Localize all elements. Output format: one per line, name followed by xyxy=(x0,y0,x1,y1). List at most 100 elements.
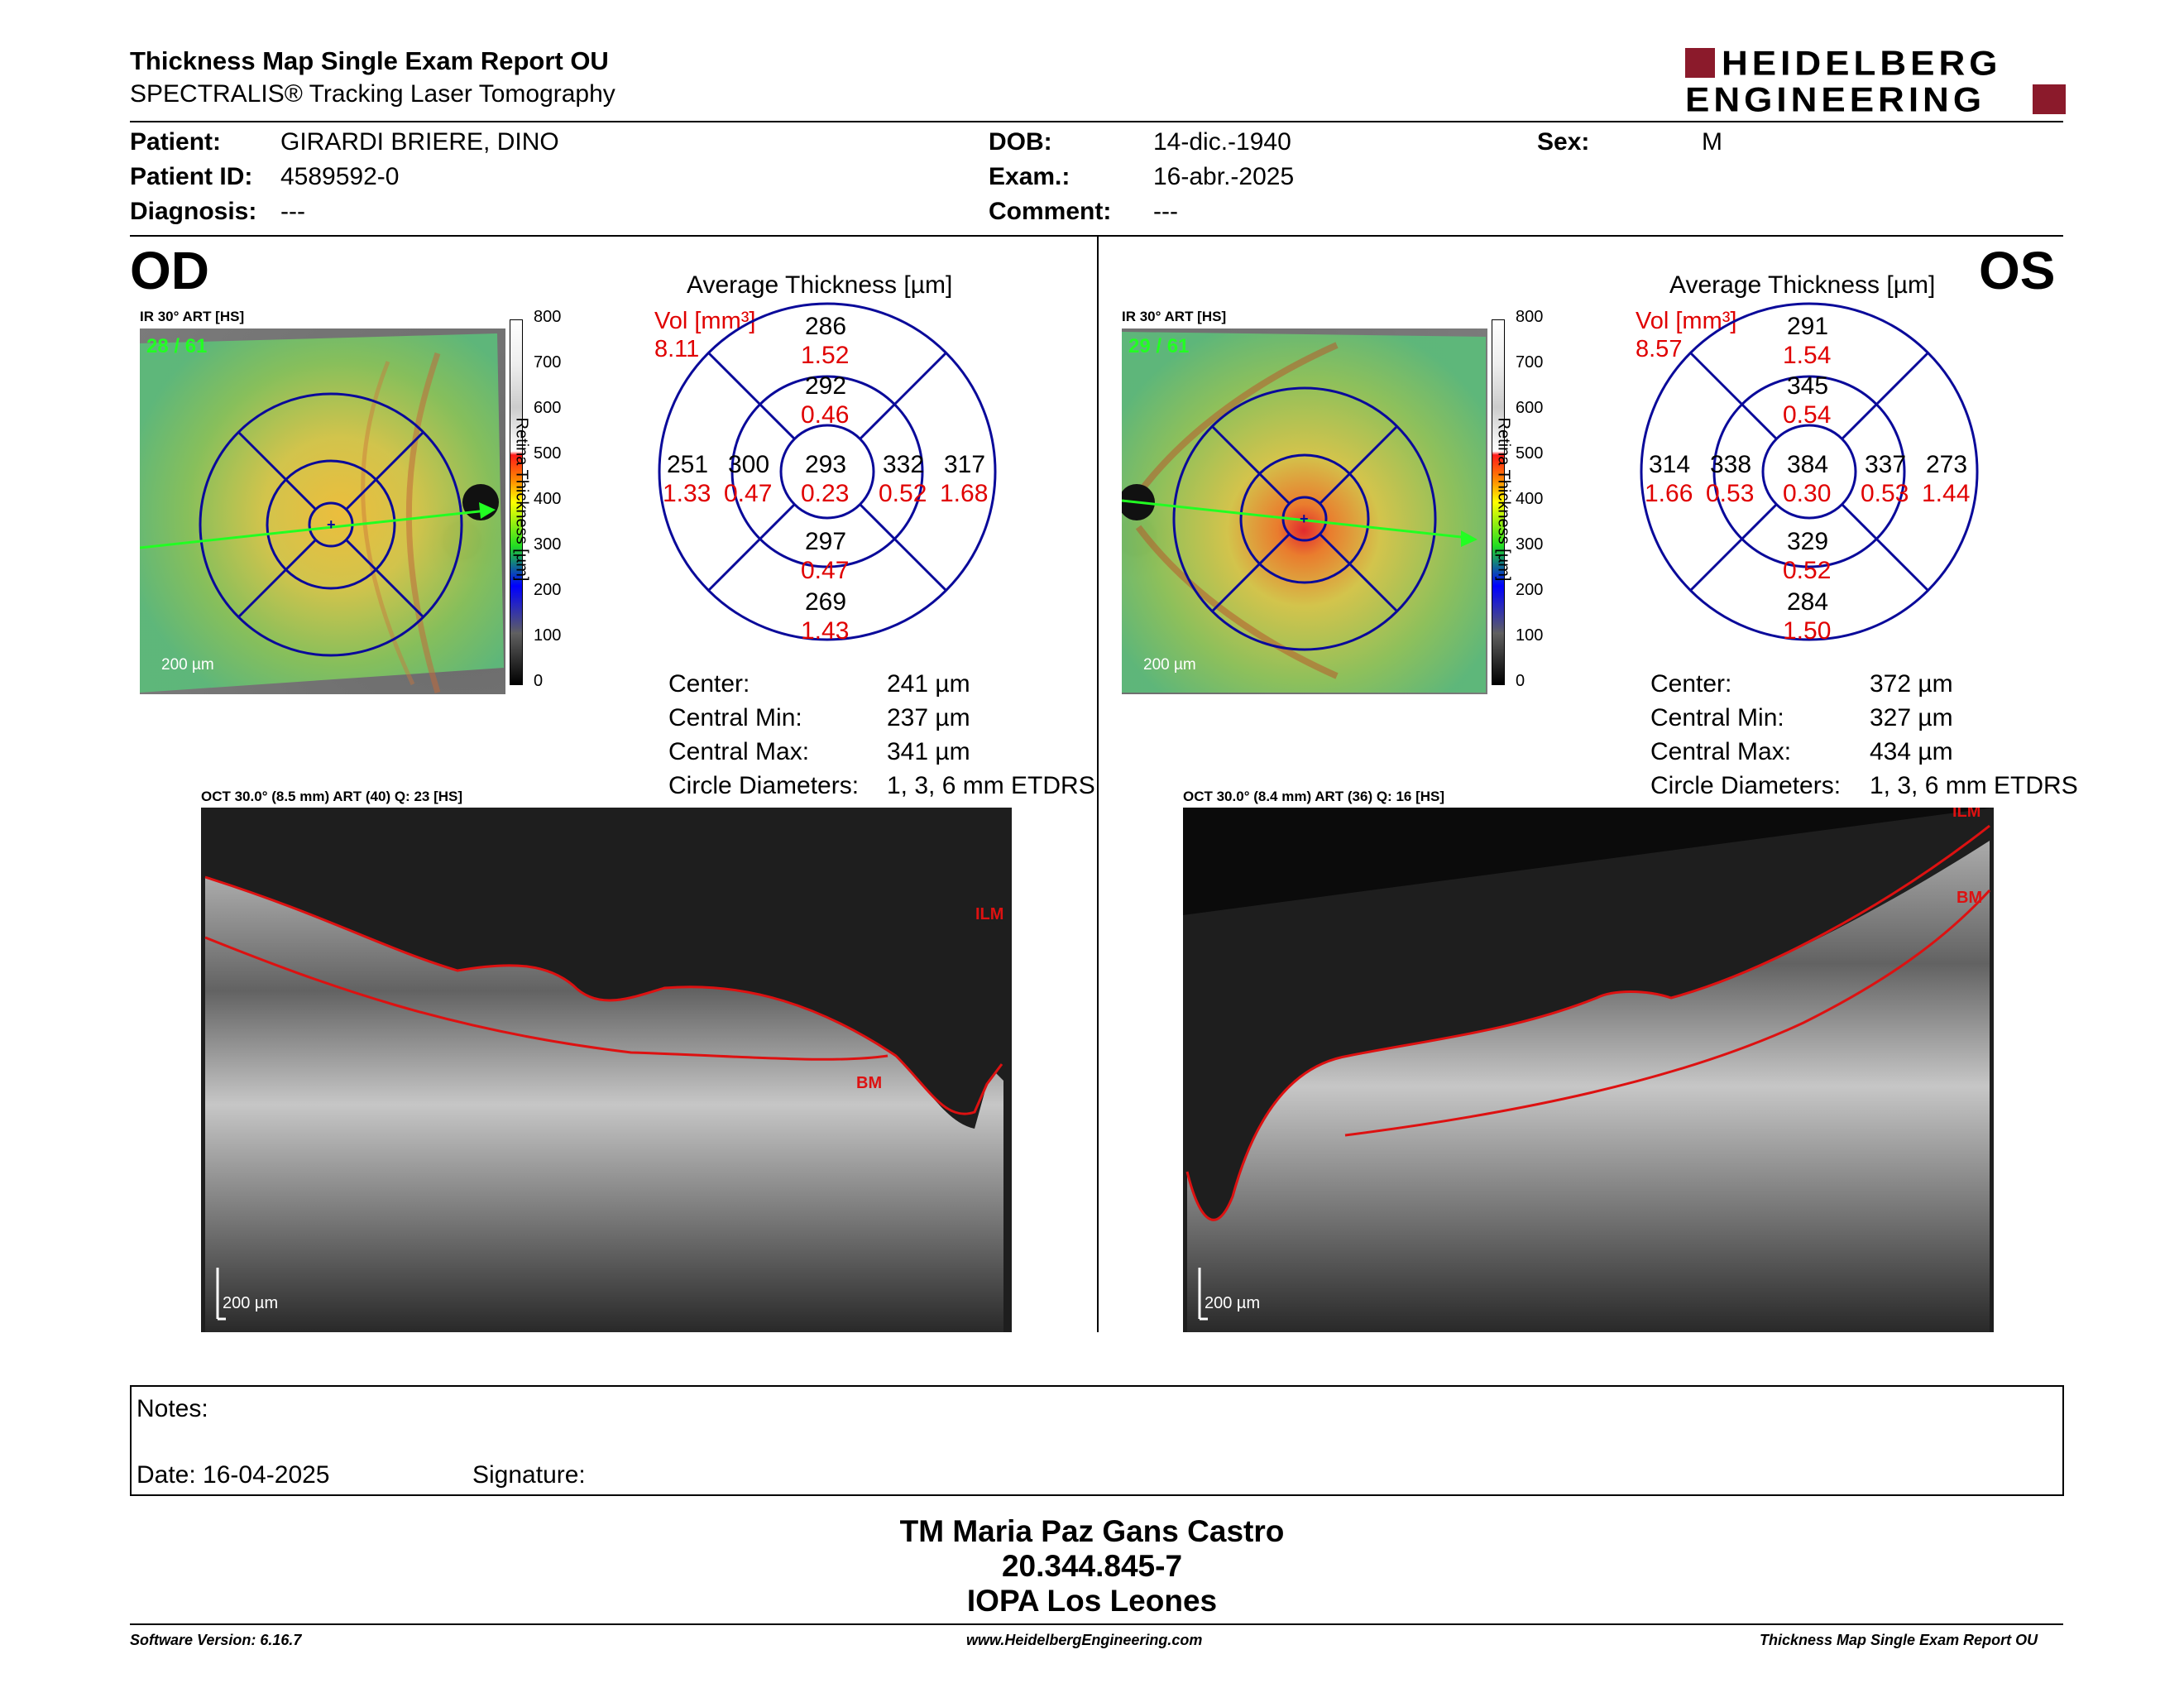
od-tick-500: 500 xyxy=(534,444,562,463)
os-inner-sup-thickness: 345 xyxy=(1787,372,1829,400)
os-central-min-label: Central Min: xyxy=(1650,704,1784,731)
od-thickness-overlay: + xyxy=(140,333,504,694)
logo-square-bottom xyxy=(2033,84,2066,114)
od-tick-700: 700 xyxy=(534,353,562,372)
os-vol-total: 8.57 xyxy=(1636,336,1683,362)
od-central-max-label: Central Max: xyxy=(668,738,810,765)
od-central-max-value: 341 µm xyxy=(887,738,970,765)
os-central-min-value: 327 µm xyxy=(1870,704,1953,731)
od-oct-scan: ILM BM 200 µm xyxy=(201,808,1012,1332)
patient-value: GIRARDI BRIERE, DINO xyxy=(280,128,559,156)
os-outer-right-vol: 1.44 xyxy=(1922,480,1971,507)
os-outer-inf-thickness: 284 xyxy=(1787,588,1829,616)
od-avg-title: Average Thickness [µm] xyxy=(687,271,953,299)
exam-label: Exam.: xyxy=(989,163,1070,190)
logo-line-2: ENGINEERING xyxy=(1685,80,1986,119)
od-center-vol: 0.23 xyxy=(801,480,850,507)
os-central-max-value: 434 µm xyxy=(1870,738,1953,765)
od-fundus-scale: 200 µm xyxy=(161,656,214,674)
footer-report-name: Thickness Map Single Exam Report OU xyxy=(1760,1632,2038,1648)
software-version: Software Version: 6.16.7 xyxy=(130,1632,302,1648)
od-etdrs-grid xyxy=(658,302,997,641)
os-inner-sup-vol: 0.54 xyxy=(1783,401,1832,429)
header-divider xyxy=(130,121,2063,122)
os-eye-label: OS xyxy=(1979,241,2056,300)
signature-label: Signature: xyxy=(472,1461,586,1489)
od-tick-800: 800 xyxy=(534,308,562,326)
heidelberg-logo: HEIDELBERG ENGINEERING xyxy=(1685,44,2066,119)
os-center-value: 372 µm xyxy=(1870,670,1953,698)
signatory-institution: IOPA Los Leones xyxy=(966,1584,1218,1618)
os-oct-scan: ILM BM 200 µm xyxy=(1183,808,1994,1332)
website-link[interactable]: www.HeidelbergEngineering.com xyxy=(966,1632,1203,1648)
od-central-min-value: 237 µm xyxy=(887,704,970,731)
od-outer-right-vol: 1.68 xyxy=(940,480,989,507)
od-central-min-label: Central Min: xyxy=(668,704,802,731)
os-central-max-label: Central Max: xyxy=(1650,738,1792,765)
od-frames: 28 / 61 xyxy=(146,335,208,357)
od-outer-sup-thickness: 286 xyxy=(805,313,847,340)
os-inner-inf-thickness: 329 xyxy=(1787,528,1829,555)
os-bm-label: BM xyxy=(1956,889,1983,907)
signatory-rut: 20.344.845-7 xyxy=(1001,1549,1183,1583)
os-center-thickness: 384 xyxy=(1787,451,1829,478)
os-fundus-image: + 29 / 61 200 µm xyxy=(1122,328,1487,694)
od-inner-sup-vol: 0.46 xyxy=(801,401,850,429)
od-outer-right-thickness: 317 xyxy=(944,451,986,478)
od-ilm-label: ILM xyxy=(975,905,1004,923)
os-colorbar-title: Retina Thickness [µm] xyxy=(1494,417,1513,582)
od-outer-inf-vol: 1.43 xyxy=(801,617,850,645)
od-oct-scale: 200 µm xyxy=(223,1294,279,1312)
os-tick-100: 100 xyxy=(1516,626,1544,645)
od-tick-200: 200 xyxy=(534,581,562,599)
os-oct-scale: 200 µm xyxy=(1205,1294,1261,1312)
od-tick-300: 300 xyxy=(534,535,562,554)
patient-id-value: 4589592-0 xyxy=(280,163,400,190)
notes-label: Notes: xyxy=(136,1395,208,1422)
os-inner-inf-vol: 0.52 xyxy=(1783,557,1832,584)
comment-value: --- xyxy=(1153,198,1178,225)
notes-box: Notes: Date: 16-04-2025 Signature: xyxy=(130,1385,2064,1496)
os-tick-400: 400 xyxy=(1516,490,1544,508)
od-outer-sup-vol: 1.52 xyxy=(801,342,850,369)
os-ilm-label: ILM xyxy=(1952,808,1981,821)
od-eye-label: OD xyxy=(130,241,209,300)
comment-label: Comment: xyxy=(989,198,1112,225)
logo-square-top xyxy=(1685,48,1715,78)
date-label: Date: 16-04-2025 xyxy=(136,1461,330,1489)
os-tick-200: 200 xyxy=(1516,581,1544,599)
signatory-name: TM Maria Paz Gans Castro xyxy=(899,1514,1285,1548)
svg-text:+: + xyxy=(1300,511,1309,527)
diagnosis-value: --- xyxy=(280,198,305,225)
os-center-label: Center: xyxy=(1650,670,1732,698)
os-inner-right-vol: 0.53 xyxy=(1861,480,1909,507)
os-etdrs-grid xyxy=(1640,302,1979,641)
od-outer-inf-thickness: 269 xyxy=(805,588,847,616)
sex-value: M xyxy=(1702,128,1722,156)
od-center-value: 241 µm xyxy=(887,670,970,698)
od-center-thickness: 293 xyxy=(805,451,847,478)
os-outer-sup-vol: 1.54 xyxy=(1783,342,1832,369)
footer-divider xyxy=(130,1623,2063,1625)
os-outer-right-thickness: 273 xyxy=(1926,451,1968,478)
os-oct-layers xyxy=(1183,808,1994,1332)
od-inner-left-vol: 0.47 xyxy=(724,480,773,507)
svg-text:+: + xyxy=(327,516,336,533)
os-avg-title: Average Thickness [µm] xyxy=(1669,271,1936,299)
od-bm-label: BM xyxy=(856,1074,883,1092)
logo-line-1: HEIDELBERG xyxy=(1722,44,2002,83)
od-inner-inf-thickness: 297 xyxy=(805,528,847,555)
od-tick-0: 0 xyxy=(534,672,544,690)
os-ir-label: IR 30° ART [HS] xyxy=(1122,309,1227,324)
report-title: Thickness Map Single Exam Report OU xyxy=(130,46,609,75)
od-outer-left-vol: 1.33 xyxy=(663,480,711,507)
od-circle-diam-value: 1, 3, 6 mm ETDRS xyxy=(887,772,1095,799)
od-tick-100: 100 xyxy=(534,626,562,645)
od-center-label: Center: xyxy=(668,670,750,698)
exam-value: 16-abr.-2025 xyxy=(1153,163,1295,190)
dob-label: DOB: xyxy=(989,128,1052,156)
od-inner-right-thickness: 332 xyxy=(883,451,925,478)
os-outer-left-thickness: 314 xyxy=(1649,451,1691,478)
os-frames: 29 / 61 xyxy=(1128,335,1190,357)
os-inner-left-thickness: 338 xyxy=(1710,451,1752,478)
